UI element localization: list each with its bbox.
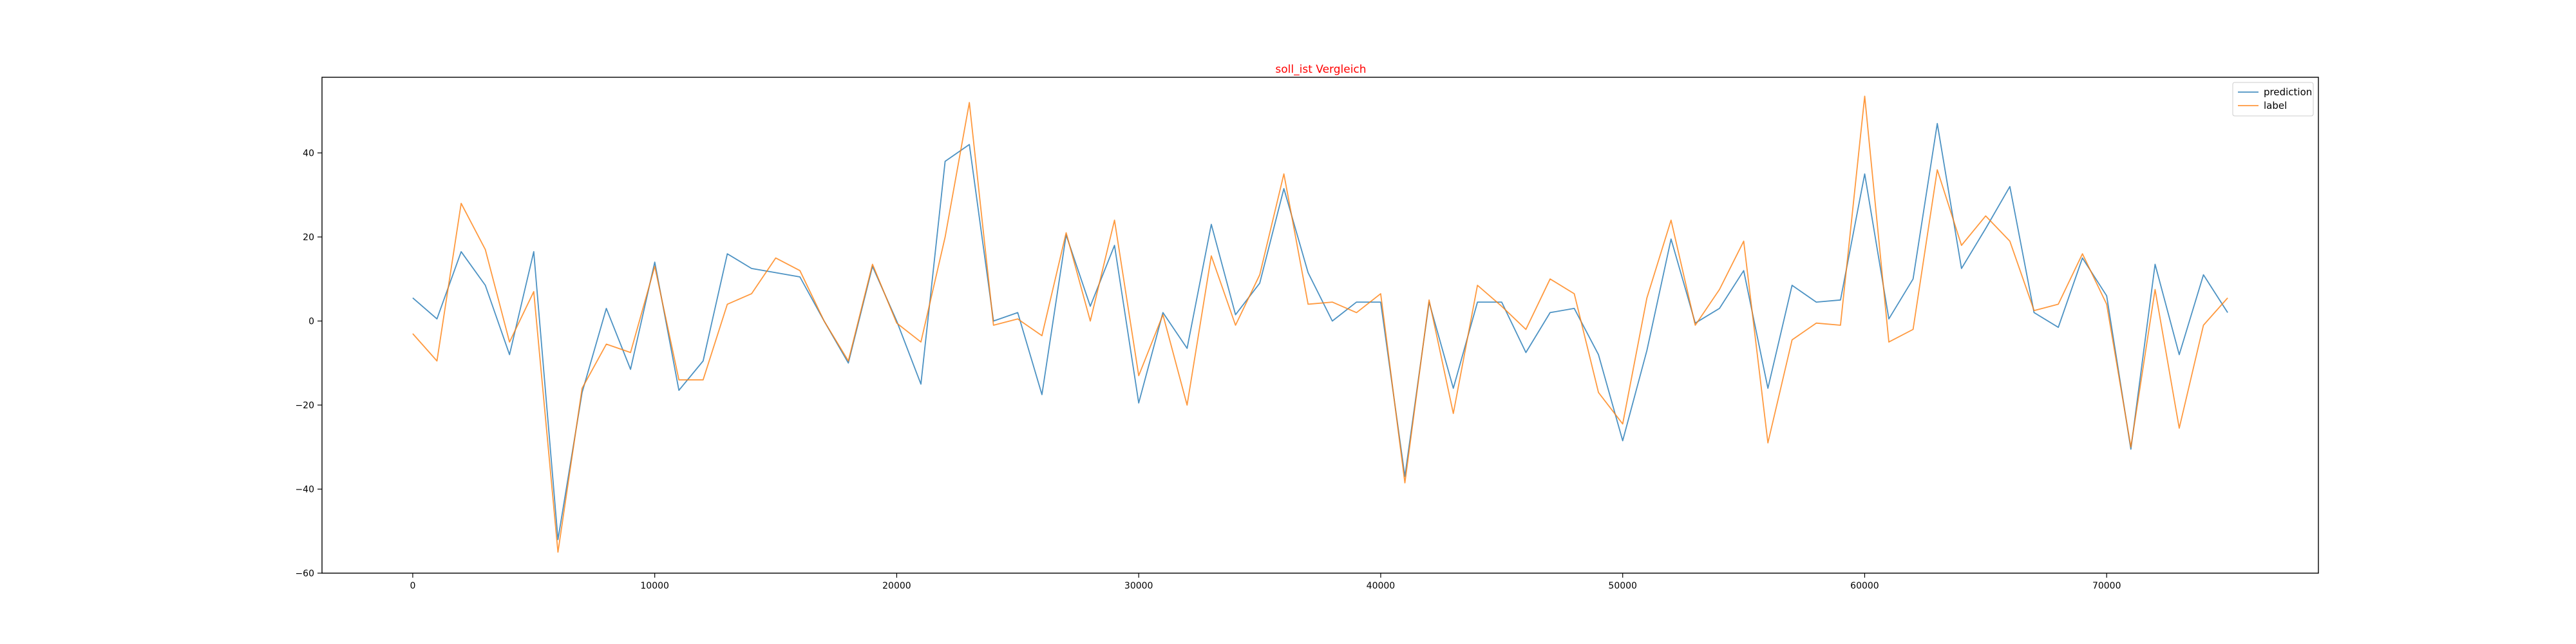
y-tick-label: −20 [295,401,314,411]
plot-area: 0 10000 20000 30000 40000 50000 60000 70000 −60 −… [295,77,2319,591]
x-tick-label: 10000 [640,581,669,591]
chart-title: soll_ist Vergleich [1275,63,1366,76]
x-tick-label: 0 [410,581,415,591]
legend-label-label: label [2264,100,2287,111]
y-tick-label: 0 [308,316,314,327]
x-tick-label: 50000 [1608,581,1637,591]
x-tick-label: 30000 [1124,581,1153,591]
legend: prediction label [2232,82,2314,117]
y-tick-label: −60 [295,569,314,579]
y-tick-label: 20 [303,232,314,243]
axes-frame [321,77,2319,574]
x-tick-label: 40000 [1367,581,1396,591]
legend-label-prediction: prediction [2264,86,2312,98]
y-tick-label: −40 [295,484,314,495]
x-tick-label: 70000 [2092,581,2121,591]
series-line-prediction [412,122,2228,540]
y-tick-label: 40 [303,148,314,158]
legend-box [2232,82,2314,117]
x-tick-label: 60000 [1850,581,1879,591]
x-tick-label: 20000 [882,581,911,591]
series-line-label [412,95,2228,553]
